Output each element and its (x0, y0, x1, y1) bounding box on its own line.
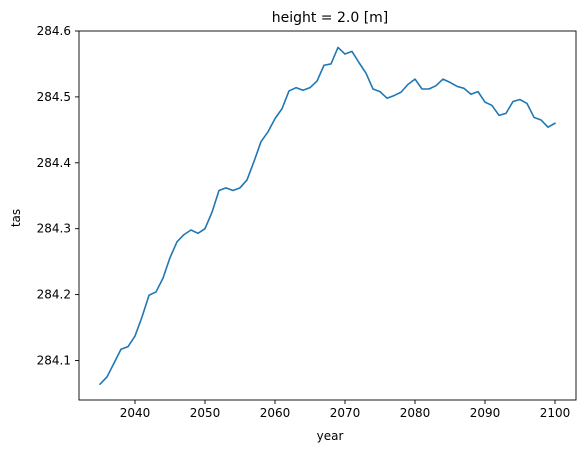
y-tick-label: 284.4 (37, 156, 71, 170)
y-axis-label: tas (9, 209, 23, 227)
x-tick-label: 2090 (470, 406, 501, 420)
x-axis-label: year (317, 429, 344, 443)
y-tick-label: 284.3 (37, 222, 71, 236)
x-tick-label: 2050 (190, 406, 221, 420)
y-axis: 284.1 284.2 284.3 284.4 284.5 284.6 (37, 24, 79, 367)
x-tick-label: 2060 (260, 406, 291, 420)
y-tick-label: 284.6 (37, 24, 71, 38)
y-tick-label: 284.2 (37, 288, 71, 302)
x-tick-label: 2070 (330, 406, 361, 420)
x-tick-label: 2080 (400, 406, 431, 420)
plot-frame (78, 30, 577, 401)
x-tick-label: 2100 (540, 406, 571, 420)
y-tick-label: 284.5 (37, 90, 71, 104)
y-tick-label: 284.1 (37, 353, 71, 367)
plot-area (78, 30, 577, 401)
chart-title: height = 2.0 [m] (272, 10, 389, 26)
x-tick-label: 2040 (120, 406, 151, 420)
x-axis: 2040 2050 2060 2070 2080 2090 2100 (120, 400, 571, 420)
series-line-0 (99, 46, 556, 385)
